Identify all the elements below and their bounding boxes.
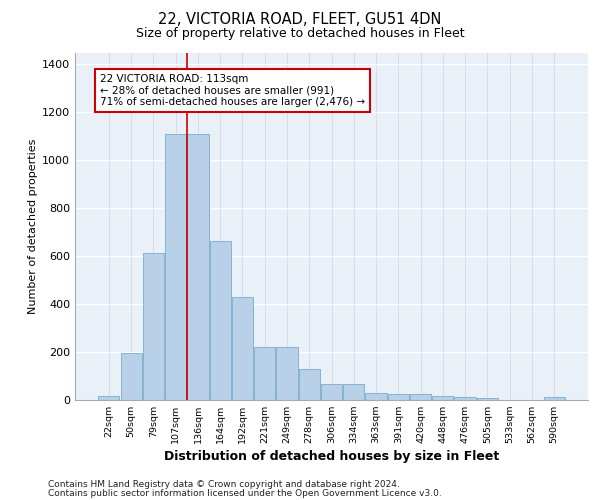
Bar — [232, 297, 253, 400]
Bar — [254, 348, 275, 400]
Bar — [121, 354, 142, 400]
Bar — [343, 384, 364, 400]
Bar — [432, 396, 454, 400]
X-axis label: Distribution of detached houses by size in Fleet: Distribution of detached houses by size … — [164, 450, 499, 464]
Text: Contains public sector information licensed under the Open Government Licence v3: Contains public sector information licen… — [48, 489, 442, 498]
Bar — [165, 134, 186, 400]
Bar — [477, 398, 498, 400]
Bar — [365, 393, 386, 400]
Bar — [454, 397, 476, 400]
Bar — [299, 369, 320, 400]
Bar — [388, 394, 409, 400]
Bar — [321, 384, 342, 400]
Text: Size of property relative to detached houses in Fleet: Size of property relative to detached ho… — [136, 28, 464, 40]
Bar — [544, 397, 565, 400]
Bar — [98, 396, 119, 400]
Text: 22 VICTORIA ROAD: 113sqm
← 28% of detached houses are smaller (991)
71% of semi-: 22 VICTORIA ROAD: 113sqm ← 28% of detach… — [100, 74, 365, 108]
Bar — [277, 348, 298, 400]
Text: 22, VICTORIA ROAD, FLEET, GU51 4DN: 22, VICTORIA ROAD, FLEET, GU51 4DN — [158, 12, 442, 28]
Bar — [410, 394, 431, 400]
Bar — [209, 240, 231, 400]
Bar — [187, 134, 209, 400]
Text: Contains HM Land Registry data © Crown copyright and database right 2024.: Contains HM Land Registry data © Crown c… — [48, 480, 400, 489]
Bar — [143, 252, 164, 400]
Y-axis label: Number of detached properties: Number of detached properties — [28, 138, 38, 314]
